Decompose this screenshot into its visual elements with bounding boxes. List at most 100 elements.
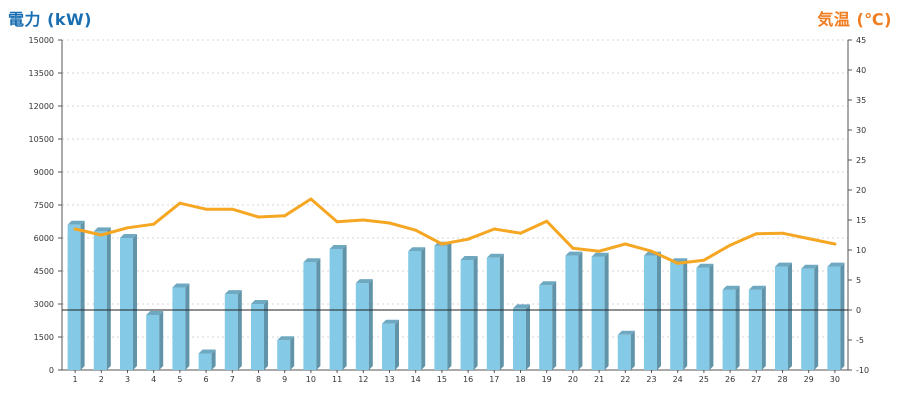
bar-front [801, 268, 815, 370]
bar [120, 234, 137, 370]
temperature-point [571, 246, 575, 250]
x-tick-label: 8 [256, 375, 261, 384]
left-axis-title: 電力 (kW) [8, 10, 92, 29]
bar-front [617, 334, 631, 370]
bar-top [224, 290, 242, 295]
bar-front [224, 294, 238, 370]
bar-front [277, 340, 291, 370]
bar-top [748, 285, 766, 290]
bar-side [447, 241, 452, 370]
x-tick-label: 23 [646, 375, 656, 384]
bar-front [696, 267, 710, 370]
bar-front [93, 231, 107, 370]
temperature-point [99, 233, 103, 237]
bar-top [172, 283, 190, 288]
temperature-point [754, 232, 758, 236]
y-left-tick-label: 12000 [29, 102, 54, 111]
bar-front [644, 255, 657, 370]
x-tick-label: 26 [725, 375, 735, 384]
bar [93, 227, 111, 370]
x-tick-label: 19 [542, 375, 552, 384]
x-tick-label: 3 [125, 375, 130, 384]
y-right-tick-label: 30 [856, 126, 866, 135]
x-tick-label: 12 [358, 375, 368, 384]
bar-top [617, 330, 635, 335]
bar [486, 253, 504, 370]
temperature-point [728, 243, 732, 247]
bar [801, 264, 819, 370]
bar [198, 349, 216, 370]
x-tick-label: 27 [751, 375, 761, 384]
bar [775, 262, 792, 370]
bar [748, 285, 766, 370]
bar-top [120, 234, 137, 238]
bar-front [355, 283, 369, 370]
bar-top [382, 319, 399, 324]
temperature-point [545, 219, 549, 223]
temperature-point [178, 201, 182, 205]
x-tick-label: 5 [177, 375, 182, 384]
y-right-tick-label: 35 [856, 96, 866, 105]
bar-front [146, 315, 160, 370]
bar-top [93, 227, 111, 232]
temperature-point [492, 227, 496, 231]
bar-side [237, 290, 242, 370]
bar-front [382, 323, 395, 370]
bar-top [277, 336, 295, 341]
y-right-tick-label: -10 [856, 366, 869, 375]
x-tick-label: 2 [99, 375, 104, 384]
bar-top [146, 311, 164, 315]
temperature-point [676, 261, 680, 265]
y-right-tick-label: 5 [856, 276, 861, 285]
bar-front [827, 266, 841, 370]
bar-side [709, 263, 714, 370]
x-tick-label: 24 [673, 375, 683, 384]
temperature-points [73, 197, 837, 265]
y-left-tick-label: 1500 [34, 333, 54, 342]
bar [277, 336, 295, 370]
bar-side [473, 256, 478, 370]
x-tick-label: 25 [699, 375, 709, 384]
bar-side [106, 227, 111, 370]
bar [329, 245, 347, 370]
bar-front [748, 289, 762, 370]
bar [591, 252, 609, 370]
bar-top [251, 300, 268, 304]
bar-series [67, 220, 845, 370]
x-tick-label: 11 [332, 375, 342, 384]
temperature-point [414, 228, 418, 232]
y-left-tick-label: 0 [49, 366, 54, 375]
bar [224, 290, 242, 370]
bar-side [133, 234, 137, 370]
bar [565, 251, 583, 370]
y-left-tick-label: 7500 [34, 201, 54, 210]
bar-top [67, 220, 85, 225]
y-right-tick-label: 10 [856, 246, 866, 255]
bar-front [539, 285, 553, 370]
bar-top [827, 262, 845, 267]
x-tick-label: 7 [230, 375, 235, 384]
bar-side [290, 336, 295, 370]
bar-front [460, 260, 474, 370]
bar-side [395, 319, 399, 370]
bar [460, 256, 478, 370]
bar-side [578, 251, 583, 370]
bar-front [513, 308, 526, 370]
bar [146, 311, 164, 370]
bar [382, 319, 399, 370]
bar-front [591, 256, 605, 370]
temperature-point [519, 231, 522, 235]
bar-top [539, 281, 557, 286]
temperature-point [597, 249, 601, 253]
bar [67, 220, 85, 370]
x-tick-label: 15 [437, 375, 447, 384]
bar-side [342, 245, 347, 370]
bar-side [814, 264, 819, 370]
temperature-point [126, 226, 129, 230]
bar-top [329, 245, 347, 249]
bar-side [761, 285, 766, 370]
temperature-point [152, 222, 156, 226]
bar [539, 281, 557, 370]
y-left-tick-label: 4500 [34, 267, 54, 276]
x-tick-label: 6 [204, 375, 209, 384]
